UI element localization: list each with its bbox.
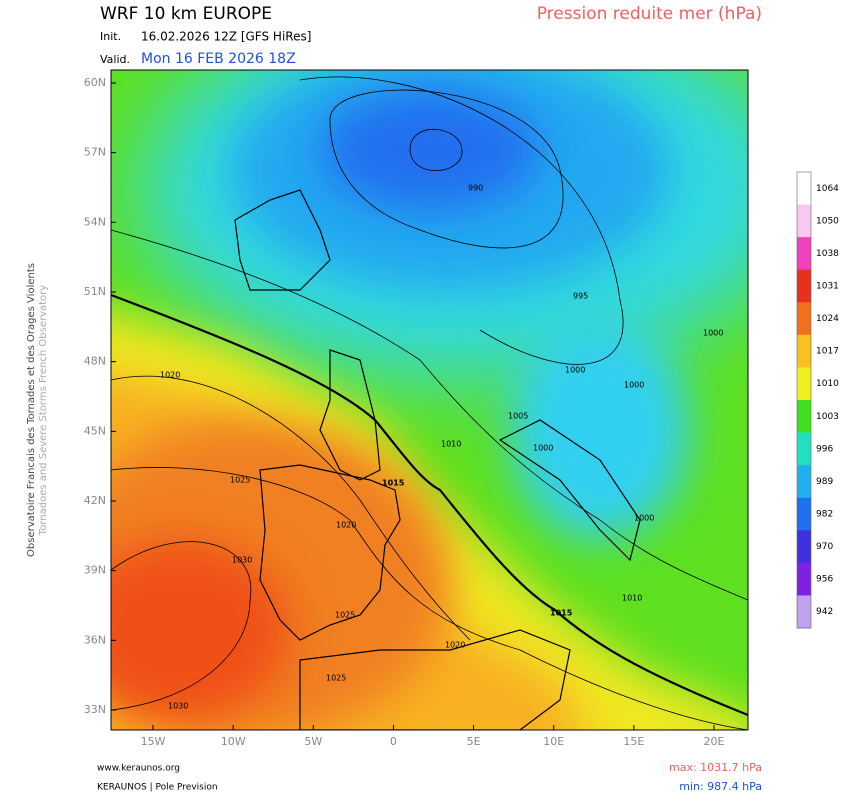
contour-label: 1010 <box>441 440 461 449</box>
colorbar-segment <box>797 497 811 531</box>
map-frame <box>110 69 749 731</box>
colorbar-segment <box>797 302 811 336</box>
init-label: Init. <box>100 30 121 43</box>
colorbar-label: 942 <box>816 607 833 617</box>
colorbar-label: 989 <box>816 477 833 487</box>
lon-label: 0 <box>390 735 397 748</box>
colorbar-segment <box>797 269 811 303</box>
contour-label: 1000 <box>634 514 654 523</box>
colorbar-label: 982 <box>816 510 833 520</box>
contour-label: 1020 <box>445 641 465 650</box>
contour-label: 1000 <box>703 329 723 338</box>
contour-label: 1000 <box>565 366 585 375</box>
footer-min: min: 987.4 hPa <box>679 780 762 793</box>
contour-label: 1010 <box>622 594 642 603</box>
pressure-field <box>111 70 748 730</box>
colorbar-label: 1031 <box>816 282 839 292</box>
contour-label: 1005 <box>508 412 528 421</box>
colorbar-label: 1003 <box>816 412 839 422</box>
product: Pression reduite mer (hPa) <box>537 4 762 24</box>
contour-label: 1025 <box>335 611 355 620</box>
footer-site: www.keraunos.org <box>97 764 180 774</box>
contour-labels: 990 995 1000 1000 1000 1000 1005 1010 10… <box>160 184 723 711</box>
side-line2: Tornadoes and Severe Storms French Obser… <box>38 285 49 536</box>
colorbar-segment <box>797 237 811 271</box>
colorbar-label: 1010 <box>816 379 839 389</box>
colorbar-label: 1050 <box>816 216 839 226</box>
lon-label: 10E <box>543 735 564 748</box>
colorbar-label: 970 <box>816 542 833 552</box>
colorbar-segment <box>797 562 811 596</box>
colorbar-segment <box>797 530 811 564</box>
colorbar-label: 1064 <box>816 184 839 194</box>
colorbar-segment <box>797 432 811 466</box>
contour-label: 1015 <box>382 479 405 488</box>
lat-label: 54N <box>84 215 106 228</box>
colorbar-segment <box>797 334 811 368</box>
colorbar-segment <box>797 595 811 629</box>
contour-label: 1000 <box>533 444 553 453</box>
valid: Mon 16 FEB 2026 18Z <box>141 51 296 67</box>
init: 16.02.2026 12Z [GFS HiRes] <box>141 30 311 44</box>
lon-label: 10W <box>221 735 246 748</box>
lat-label: 57N <box>84 146 106 159</box>
lat-label: 45N <box>84 424 106 437</box>
colorbar-frame <box>796 171 812 629</box>
valid-label: Valid. <box>100 53 130 66</box>
contour-label: 1025 <box>230 476 250 485</box>
contour-label: 1030 <box>168 702 188 711</box>
colorbar-label: 1038 <box>816 249 839 259</box>
lat-label: 51N <box>84 285 106 298</box>
footer-brand: KERAUNOS | Pole Prevision <box>97 783 218 793</box>
colorbar-segment <box>797 172 811 206</box>
colorbar-segment <box>797 204 811 238</box>
footer-max: max: 1031.7 hPa <box>669 761 762 774</box>
contour-label: 990 <box>468 184 483 193</box>
side-text: Observatoire Francais des Tornades et de… <box>26 263 49 557</box>
contour-label: 1015 <box>550 609 573 618</box>
lon-label: 15W <box>141 735 166 748</box>
contour-label: 1025 <box>326 674 346 683</box>
lat-label: 39N <box>84 564 106 577</box>
lon-label: 20E <box>704 735 725 748</box>
lon-label: 15E <box>623 735 644 748</box>
lat-label: 60N <box>84 76 106 89</box>
lon-label: 5E <box>467 735 481 748</box>
coastlines <box>234 189 641 730</box>
lon-label: 5W <box>304 735 322 748</box>
lat-label: 33N <box>84 703 106 716</box>
contour-label: 1020 <box>336 521 356 530</box>
colorbar-label: 1024 <box>816 314 839 324</box>
colorbar-segment <box>797 465 811 499</box>
contour-label: 995 <box>573 292 588 301</box>
contour-label: 1030 <box>232 556 252 565</box>
side-line1: Observatoire Francais des Tornades et de… <box>26 263 37 557</box>
lat-label: 36N <box>84 633 106 646</box>
colorbar-label: 1017 <box>816 347 839 357</box>
colorbar-label: 996 <box>816 444 833 454</box>
contour-label: 1000 <box>624 381 644 390</box>
colorbar-label: 956 <box>816 575 833 585</box>
colorbar-segment <box>797 367 811 401</box>
lat-label: 48N <box>84 355 106 368</box>
lat-label: 42N <box>84 494 106 507</box>
contour-label: 1020 <box>160 371 180 380</box>
colorbar-segment <box>797 400 811 434</box>
title: WRF 10 km EUROPE <box>100 4 272 24</box>
